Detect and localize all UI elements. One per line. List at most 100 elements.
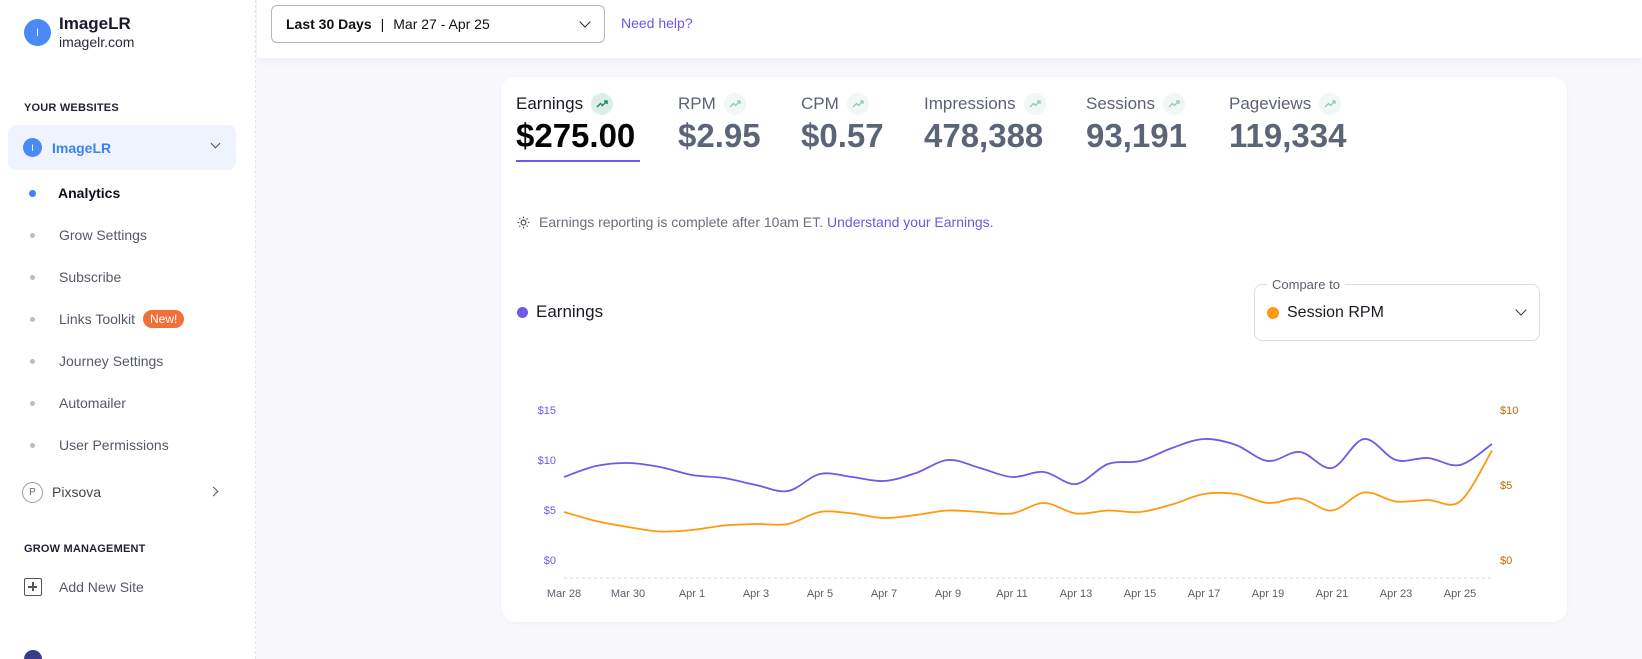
metric-tab-pageviews[interactable]: Pageviews 119,334 xyxy=(1229,93,1346,156)
bullet-icon xyxy=(30,358,35,364)
metric-value: $275.00 xyxy=(516,117,636,154)
compare-to-select[interactable]: Compare to Session RPM xyxy=(1254,277,1540,341)
sidebar-item-label: Grow Settings xyxy=(59,227,147,243)
metric-tab-sessions[interactable]: Sessions 93,191 xyxy=(1086,93,1187,156)
metric-tab-cpm[interactable]: CPM $0.57 xyxy=(801,93,884,156)
y-right-tick-label: $0 xyxy=(1500,555,1512,567)
brand[interactable]: I ImageLR imagelr.com xyxy=(24,14,134,51)
y-left-tick-label: $15 xyxy=(538,405,556,417)
topbar: Last 30 Days | Mar 27 - Apr 25 Need help… xyxy=(257,0,1642,58)
x-tick-label: Apr 15 xyxy=(1124,588,1156,600)
trending-up-icon xyxy=(1319,93,1342,115)
your-websites-heading: YOUR WEBSITES xyxy=(24,102,119,114)
x-tick-label: Apr 25 xyxy=(1444,588,1476,600)
sidebar-item-user-permissions[interactable]: User Permissions xyxy=(30,435,169,455)
x-tick-label: Apr 7 xyxy=(871,588,897,600)
sidebar-item-subscribe[interactable]: Subscribe xyxy=(30,267,121,287)
active-tab-indicator xyxy=(516,160,640,162)
sidebar-item-grow-settings[interactable]: Grow Settings xyxy=(30,225,147,245)
sun-icon xyxy=(517,216,530,228)
site-avatar: P xyxy=(22,481,43,503)
compare-value: Session RPM xyxy=(1287,304,1384,321)
metric-label-row: CPM xyxy=(801,93,884,115)
metric-value: 478,388 xyxy=(924,117,1044,154)
notice-text: Earnings reporting is complete after 10a… xyxy=(539,214,824,230)
y-right-tick-label: $5 xyxy=(1500,480,1512,492)
bullet-icon xyxy=(29,189,36,197)
compare-to-label: Compare to xyxy=(1267,277,1345,292)
site-name: ImageLR xyxy=(52,139,112,156)
trending-up-icon xyxy=(1023,93,1046,115)
x-tick-label: Apr 23 xyxy=(1380,588,1412,600)
x-tick-label: Apr 13 xyxy=(1060,588,1092,600)
sidebar-item-journey-settings[interactable]: Journey Settings xyxy=(30,351,163,371)
trending-up-icon xyxy=(591,93,614,115)
bullet-icon xyxy=(30,442,35,448)
metric-label-row: Earnings xyxy=(516,93,635,115)
add-new-site-button[interactable]: Add New Site xyxy=(24,578,144,596)
sidebar-item-links-toolkit[interactable]: Links Toolkit New! xyxy=(30,309,185,329)
trending-up-icon xyxy=(723,93,746,115)
understand-earnings-link[interactable]: Understand your Earnings. xyxy=(827,214,994,230)
y-left-tick-label: $5 xyxy=(544,505,556,517)
metric-value: 119,334 xyxy=(1229,117,1347,154)
earnings-series-line xyxy=(563,438,1493,493)
y-left-tick-label: $0 xyxy=(544,555,556,567)
x-tick-label: Apr 5 xyxy=(807,588,833,600)
legend-dot xyxy=(1267,307,1279,319)
earnings-notice: Earnings reporting is complete after 10a… xyxy=(517,214,994,230)
bullet-icon xyxy=(30,274,35,280)
x-tick-label: Apr 3 xyxy=(743,588,769,600)
date-range-select[interactable]: Last 30 Days | Mar 27 - Apr 25 xyxy=(271,5,605,43)
metric-label-row: RPM xyxy=(678,93,761,115)
brand-text: ImageLR imagelr.com xyxy=(59,14,134,51)
metric-label: Pageviews xyxy=(1229,94,1312,113)
metric-value: $2.95 xyxy=(678,117,761,154)
x-tick-label: Apr 11 xyxy=(996,588,1028,600)
date-range-label: Last 30 Days xyxy=(286,16,372,32)
sidebar-item-analytics[interactable]: Analytics xyxy=(29,183,121,203)
x-tick-label: Apr 9 xyxy=(935,588,961,600)
new-badge: New! xyxy=(143,310,185,328)
site-avatar: I xyxy=(23,138,42,157)
metric-label: RPM xyxy=(678,94,716,113)
user-avatar[interactable] xyxy=(24,650,42,659)
y-right-tick-label: $10 xyxy=(1500,405,1518,417)
add-site-icon xyxy=(24,578,42,596)
need-help-link[interactable]: Need help? xyxy=(621,15,693,31)
brand-avatar: I xyxy=(24,19,51,46)
metric-tab-impressions[interactable]: Impressions 478,388 xyxy=(924,93,1046,156)
metric-tab-rpm[interactable]: RPM $2.95 xyxy=(678,93,761,156)
x-tick-label: Apr 19 xyxy=(1252,588,1284,600)
analytics-card: Earnings $275.00 RPM $2.95 CPM $0.57 Imp… xyxy=(501,77,1567,622)
metric-label-row: Sessions xyxy=(1086,93,1187,115)
sidebar-item-label: Analytics xyxy=(58,185,121,201)
x-tick-label: Apr 1 xyxy=(679,588,705,600)
sidebar-item-label: Links Toolkit xyxy=(59,311,136,327)
bullet-icon xyxy=(30,400,35,406)
sidebar-item-automailer[interactable]: Automailer xyxy=(30,393,126,413)
metric-label: Earnings xyxy=(516,94,584,113)
metric-label: Impressions xyxy=(924,94,1016,113)
metric-label-row: Pageviews xyxy=(1229,93,1346,115)
y-left-tick-label: $10 xyxy=(538,455,556,467)
compare-value-row: Session RPM xyxy=(1267,304,1384,322)
metric-label: Sessions xyxy=(1086,94,1155,113)
chevron-down-icon xyxy=(210,138,221,149)
sidebar-item-label: User Permissions xyxy=(59,437,169,453)
site-name: Pixsova xyxy=(52,484,102,500)
chevron-right-icon xyxy=(208,486,219,497)
x-tick-label: Mar 30 xyxy=(611,588,645,600)
bullet-icon xyxy=(30,316,35,322)
add-new-site-label: Add New Site xyxy=(59,579,144,595)
site-selector-pixsova[interactable]: P Pixsova xyxy=(22,481,228,503)
trending-up-icon xyxy=(1162,93,1185,115)
earnings-chart: $0 $5 $10 $15 $0 $5 $10 Mar 28 Mar 30 Apr 1 Apr 3 A… xyxy=(538,405,1519,600)
brand-domain: imagelr.com xyxy=(59,34,135,50)
legend-label: Earnings xyxy=(536,302,604,321)
metric-label: CPM xyxy=(801,94,839,113)
x-tick-label: Apr 17 xyxy=(1188,588,1220,600)
sidebar-item-label: Journey Settings xyxy=(59,353,164,369)
metric-tab-earnings[interactable]: Earnings $275.00 xyxy=(516,93,640,162)
site-selector-imagelr[interactable]: I ImageLR xyxy=(8,125,236,170)
